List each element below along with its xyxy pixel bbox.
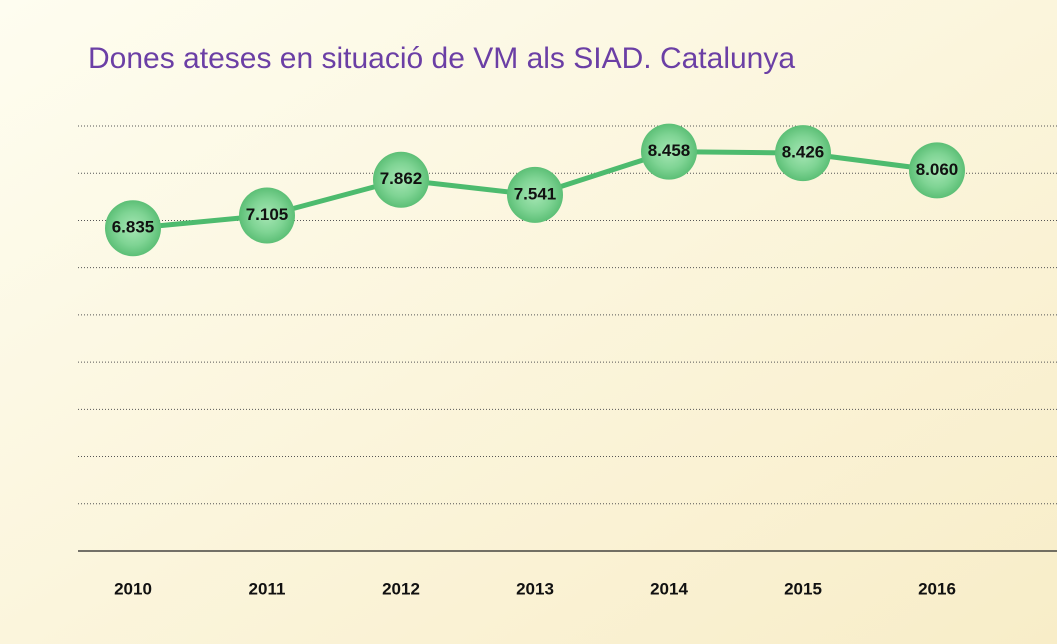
x-tick-label: 2013 [516,579,554,598]
data-label: 7.862 [380,169,423,188]
x-tick-label: 2015 [784,579,822,598]
marker [373,151,429,208]
data-label: 8.426 [782,143,825,162]
x-tick-label: 2014 [650,579,688,598]
x-tick-label: 2011 [249,579,286,598]
marker [909,142,965,199]
marker [507,166,563,223]
x-tick-label: 2012 [382,579,420,598]
marker [239,187,295,244]
data-label: 8.060 [916,160,959,179]
chart-title: Dones ateses en situació de VM als SIAD.… [88,42,795,75]
data-label: 7.541 [514,184,557,203]
x-tick-label: 2010 [114,579,152,598]
data-label: 6.835 [112,218,155,237]
marker [105,200,161,257]
x-tick-label: 2016 [918,579,956,598]
data-label: 8.458 [648,141,691,160]
marker [641,123,697,180]
marker [775,125,831,182]
data-label: 7.105 [246,205,289,224]
